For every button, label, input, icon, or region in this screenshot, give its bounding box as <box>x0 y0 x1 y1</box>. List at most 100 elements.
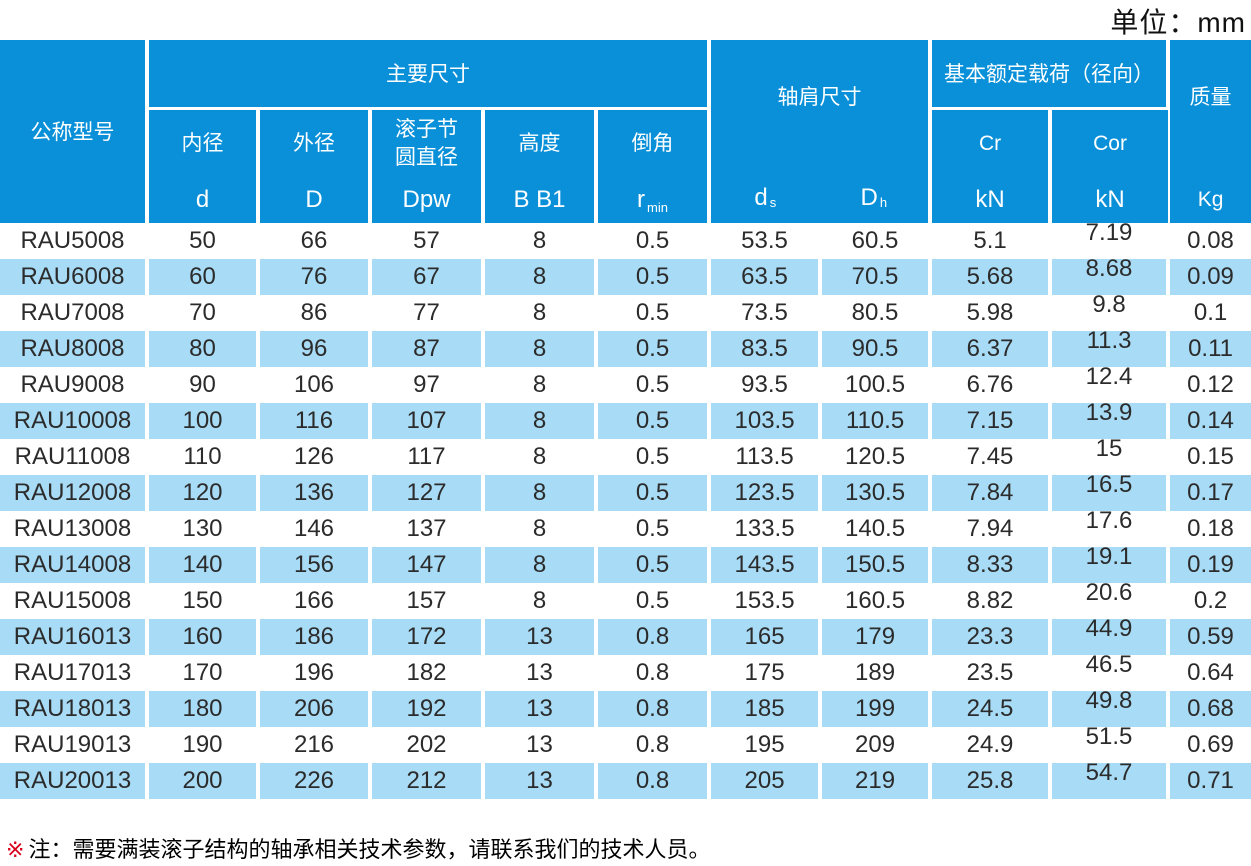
cell-d: 170 <box>147 654 260 691</box>
cell-Cr: 6.76 <box>930 366 1053 403</box>
cell-d: 160 <box>147 618 260 655</box>
cell-Cr: 23.3 <box>930 618 1053 655</box>
cell-Dpw: 182 <box>370 654 485 691</box>
table-row: RAU17013 170 196 182 13 0.8 175 189 23.5 46.5 0.64 <box>0 651 1251 691</box>
cell-Cr: 25.8 <box>930 762 1053 799</box>
cell-kg: 0.17 <box>1168 474 1251 511</box>
header-outer-diameter-label: 外径 <box>293 132 335 155</box>
cell-r: 0.8 <box>596 618 712 655</box>
cell-ds: 63.5 <box>709 258 823 295</box>
cell-Cor: 46.5 <box>1050 651 1171 691</box>
cell-r: 0.5 <box>596 258 712 295</box>
table-row: RAU8008 80 96 87 8 0.5 83.5 90.5 6.37 11.3 0.11 <box>0 327 1251 367</box>
cell-Cr: 8.33 <box>930 546 1053 583</box>
cell-D: 106 <box>258 366 372 403</box>
cell-kg: 0.08 <box>1168 222 1251 259</box>
cell-ds: 133.5 <box>709 510 823 547</box>
cell-d: 150 <box>147 582 260 619</box>
header-chamfer: 倒角 r min <box>596 108 712 223</box>
cell-d: 90 <box>147 366 260 403</box>
cell-d: 70 <box>147 294 260 331</box>
header-mass-unit: Kg <box>1197 187 1224 211</box>
cell-kg: 0.19 <box>1168 546 1251 583</box>
header-symbol-D: D <box>305 185 323 213</box>
cell-Cr: 5.98 <box>930 294 1053 331</box>
unit-label: 单位：mm <box>1110 7 1246 38</box>
cell-model: RAU14008 <box>0 546 149 583</box>
cell-Dh: 80.5 <box>820 294 933 331</box>
cell-B: 8 <box>483 402 598 439</box>
cell-Dh: 160.5 <box>820 582 933 619</box>
table-row: RAU14008 140 156 147 8 0.5 143.5 150.5 8.33 19.1 0… <box>0 543 1251 583</box>
cell-r: 0.5 <box>596 582 712 619</box>
cell-B: 8 <box>483 330 598 367</box>
cell-Cr: 5.68 <box>930 258 1053 295</box>
cell-ds: 165 <box>709 618 823 655</box>
cell-r: 0.5 <box>596 330 712 367</box>
table-row: RAU13008 130 146 137 8 0.5 133.5 140.5 7.94 17.6 0… <box>0 507 1251 547</box>
table-row: RAU20013 200 226 212 13 0.8 205 219 25.8 54.7 0.71 <box>0 759 1251 799</box>
cell-D: 96 <box>258 330 372 367</box>
cell-Dh: 90.5 <box>820 330 933 367</box>
cell-Dpw: 137 <box>370 510 485 547</box>
cell-model: RAU19013 <box>0 726 149 763</box>
cell-Dpw: 77 <box>370 294 485 331</box>
cell-Dh: 150.5 <box>820 546 933 583</box>
header-chamfer-label: 倒角 <box>631 132 674 155</box>
cell-ds: 143.5 <box>709 546 823 583</box>
cell-ds: 175 <box>709 654 823 691</box>
cell-r: 0.5 <box>596 546 712 583</box>
cell-Dh: 209 <box>820 726 933 763</box>
cell-kg: 0.18 <box>1168 510 1251 547</box>
table-row: RAU5008 50 66 57 8 0.5 53.5 60.5 5.1 7.19 0.08 <box>0 219 1251 259</box>
cell-B: 8 <box>483 438 598 475</box>
cell-Dpw: 97 <box>370 366 485 403</box>
table-row: RAU11008 110 126 117 8 0.5 113.5 120.5 7.45 15 0.1… <box>0 435 1251 475</box>
cell-Cr: 5.1 <box>930 222 1053 259</box>
cell-ds: 195 <box>709 726 823 763</box>
cell-Cr: 7.94 <box>930 510 1053 547</box>
cell-d: 190 <box>147 726 260 763</box>
cell-Cor: 20.6 <box>1050 579 1171 619</box>
cell-Cor: 17.6 <box>1050 507 1171 547</box>
header-cr-label: Cr <box>978 132 1002 155</box>
cell-ds: 123.5 <box>709 474 823 511</box>
cell-B: 8 <box>483 546 598 583</box>
cell-D: 206 <box>258 690 372 727</box>
cell-B: 13 <box>483 654 598 691</box>
cell-Dpw: 117 <box>370 438 485 475</box>
cell-model: RAU13008 <box>0 510 149 547</box>
header-symbol-d: d <box>195 185 210 213</box>
cell-kg: 0.14 <box>1168 402 1251 439</box>
cell-ds: 73.5 <box>709 294 823 331</box>
cell-model: RAU7008 <box>0 294 149 331</box>
cell-kg: 0.1 <box>1168 294 1251 331</box>
cell-model: RAU8008 <box>0 330 149 367</box>
header-main-dimensions: 主要尺寸 <box>147 40 712 110</box>
cell-D: 116 <box>258 402 372 439</box>
cell-model: RAU9008 <box>0 366 149 403</box>
cell-kg: 0.15 <box>1168 438 1251 475</box>
cell-model: RAU17013 <box>0 654 149 691</box>
header-shoulder-label: 轴肩尺寸 <box>777 86 862 109</box>
cell-model: RAU10008 <box>0 402 149 439</box>
cell-Dh: 140.5 <box>820 510 933 547</box>
cell-r: 0.5 <box>596 474 712 511</box>
table-row: RAU16013 160 186 172 13 0.8 165 179 23.3 44.9 0.59 <box>0 615 1251 655</box>
cell-d: 100 <box>147 402 260 439</box>
cell-B: 8 <box>483 474 598 511</box>
cell-kg: 0.71 <box>1168 762 1251 799</box>
cell-model: RAU15008 <box>0 582 149 619</box>
cell-Cor: 19.1 <box>1050 543 1171 583</box>
cell-Cor: 9.8 <box>1050 291 1171 331</box>
header-cor-label: Cor <box>1093 132 1127 155</box>
cell-kg: 0.68 <box>1168 690 1251 727</box>
cell-Cor: 51.5 <box>1050 723 1171 763</box>
cell-r: 0.5 <box>596 366 712 403</box>
cell-Dpw: 192 <box>370 690 485 727</box>
cell-kg: 0.59 <box>1168 618 1251 655</box>
header-cr-unit: kN <box>975 185 1005 213</box>
